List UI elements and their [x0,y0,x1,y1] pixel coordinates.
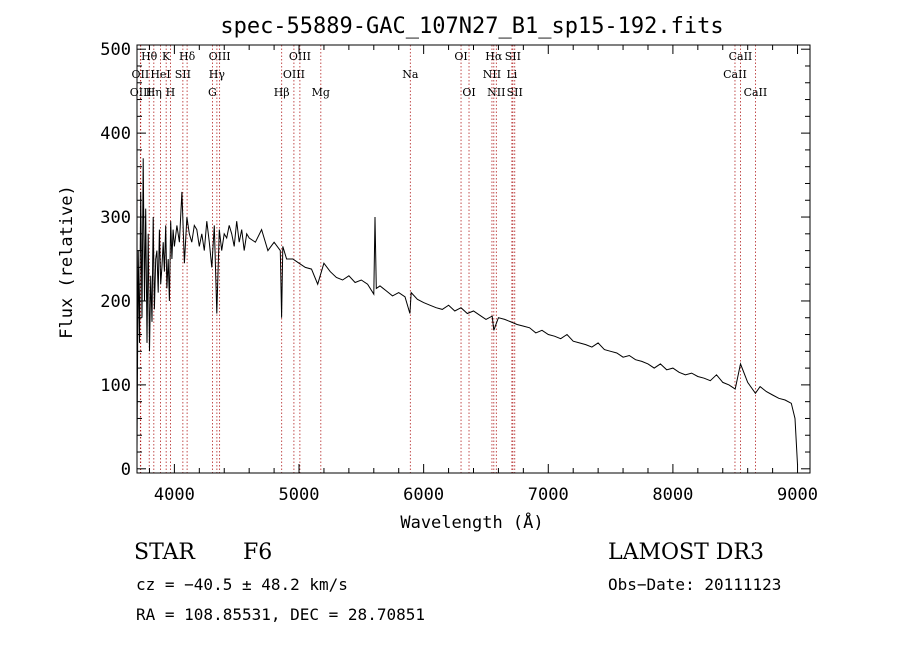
y-axis-ticks: 0 100 200 300 400 500 [100,40,810,480]
survey-name: LAMOST DR3 [608,540,764,565]
chart-title: spec-55889-GAC_107N27_B1_sp15-192.fits [220,14,723,39]
y-tick-label-0: 0 [121,460,131,480]
line-label-1: OII [132,68,150,81]
line-label-20: Hα [485,50,503,63]
line-label-7: SII [175,68,191,81]
object-class: STAR [134,540,195,565]
spectrum-chart: spec-55889-GAC_107N27_B1_sp15-192.fits H… [57,14,818,533]
x-axis-ticks: 4000 5000 6000 7000 8000 9000 [148,45,818,505]
x-tick-label-4: 8000 [652,485,693,505]
line-label-9: OIII [209,50,231,63]
line-label-11: G [208,86,217,99]
y-tick-label-2: 200 [100,292,131,312]
line-label-8: Hδ [179,50,196,63]
line-label-6: H [166,86,176,99]
line-label-27: CaII [744,86,768,99]
line-label-18: OI [462,86,475,99]
x-tick-label-1: 5000 [279,485,320,505]
line-label-12: Hβ [274,86,290,99]
spectral-line-markers [139,45,756,473]
line-label-14: OIII [289,50,311,63]
line-label-0: Hθ [141,50,158,63]
y-axis-label: Flux (relative) [57,185,77,339]
line-label-10: Hγ [209,68,226,81]
line-label-22: Li [506,68,517,81]
line-label-17: OI [454,50,467,63]
object-subclass: F6 [243,540,273,565]
line-label-13: OIII [283,68,305,81]
y-tick-label-4: 400 [100,124,131,144]
x-axis-label: Wavelength (Å) [400,511,543,533]
x-tick-label-3: 7000 [528,485,569,505]
line-label-24: SII [507,86,523,99]
line-label-3: Hη [146,86,162,99]
redshift-readout: cz = −40.5 ± 48.2 km/s [136,575,348,594]
spectrum-series-line [136,158,798,465]
line-label-26: CaII [729,50,753,63]
line-label-19: NII [483,68,501,81]
plot-frame [136,44,811,474]
y-tick-label-1: 100 [100,376,131,396]
coordinates-readout: RA = 108.85531, DEC = 28.70851 [136,605,425,624]
line-label-4: HeI [150,68,170,81]
line-label-21: NII [487,86,505,99]
y-tick-label-3: 300 [100,208,131,228]
line-label-5: K [162,50,171,63]
x-tick-label-2: 6000 [403,485,444,505]
line-label-23: SII [505,50,521,63]
line-label-15: Mg [312,86,330,99]
x-tick-label-5: 9000 [777,485,818,505]
observation-date: Obs−Date: 20111123 [608,575,782,594]
x-tick-label-0: 4000 [154,485,195,505]
line-label-16: Na [402,68,419,81]
line-label-25: CaII [723,68,747,81]
y-tick-label-5: 500 [100,40,131,60]
line-label-2: OIII [130,86,152,99]
